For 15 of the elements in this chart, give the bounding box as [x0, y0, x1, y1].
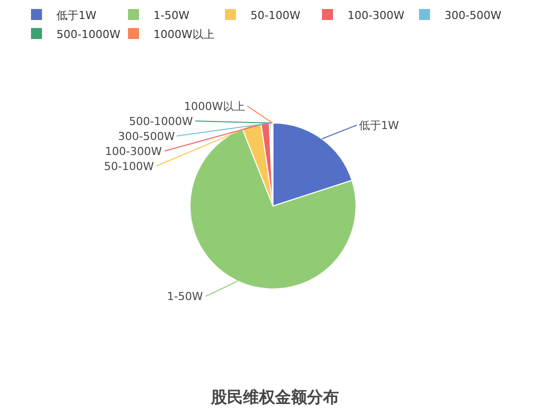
text: 股民维权金额分布: [210, 388, 339, 407]
legend-label: 1000W以上: [154, 28, 214, 41]
slice-label: 1-50W: [167, 290, 203, 303]
slice-label: 50-100W: [104, 160, 154, 173]
slice-label: 100-300W: [105, 145, 162, 158]
legend-label: 500-1000W: [56, 28, 120, 41]
legend-label: 300-500W: [444, 8, 502, 22]
legend-label: 50-100W: [250, 8, 300, 22]
slice-label: 低于1W: [359, 119, 399, 132]
legend-label: 低于1W: [56, 8, 96, 22]
slice-label: 500-1000W: [129, 115, 193, 128]
slice-label: 1000W以上: [184, 100, 245, 113]
legend-label: 100-300W: [348, 8, 404, 22]
legend-label: 1-50W: [154, 8, 190, 22]
slice-label: 300-500W: [118, 130, 175, 143]
